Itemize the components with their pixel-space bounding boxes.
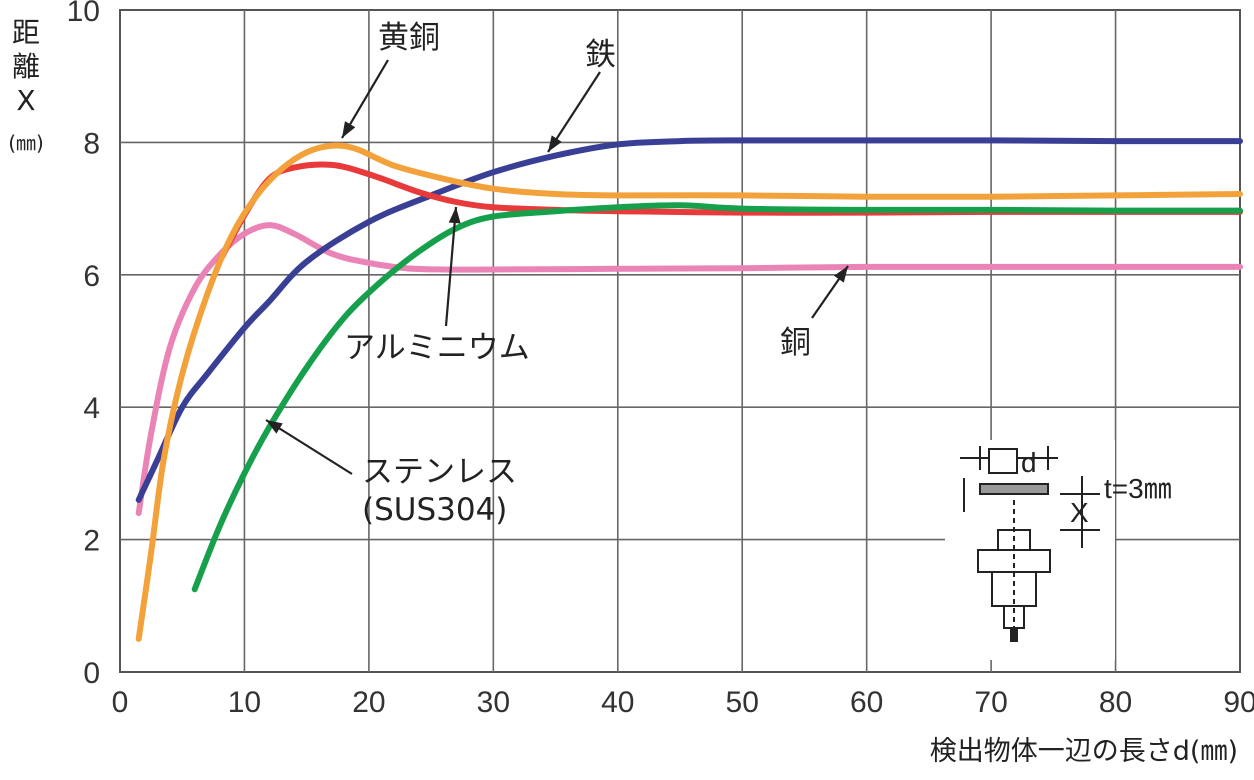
y-tick-label: 6 <box>83 260 100 293</box>
y-tick-label: 0 <box>83 657 100 690</box>
x-tick-label: 70 <box>974 686 1007 719</box>
y-axis-label-part: (㎜) <box>8 131 44 155</box>
series-layer <box>135 137 1243 642</box>
annotation-arrows <box>265 59 849 475</box>
sensor-nut <box>977 549 1051 573</box>
label-iron: 鉄 <box>585 37 616 73</box>
y-tick-label: 2 <box>83 525 100 558</box>
label-sus304: (SUS304) <box>362 492 507 528</box>
label-copper: 銅 <box>780 325 811 361</box>
y-tick-label: 8 <box>83 127 100 160</box>
arrow-aluminium-head <box>448 207 461 224</box>
y-axis-label-part: 距 <box>12 16 40 49</box>
y-tick-label: 10 <box>67 0 100 28</box>
label-aluminium: アルミニウム <box>344 330 530 366</box>
arrow-stainless-head <box>266 420 283 434</box>
arrow-stainless <box>265 419 353 475</box>
y-tick-label: 4 <box>83 392 100 425</box>
series-line <box>135 142 1243 642</box>
x-tick-label: 50 <box>726 686 759 719</box>
x-label: X <box>1070 497 1089 528</box>
series-line <box>135 137 1243 503</box>
y-axis-label-part: X <box>16 84 35 117</box>
target-plate <box>979 483 1049 495</box>
y-axis-label: 距 離 X (㎜) <box>8 16 44 155</box>
arrow-aluminium <box>444 206 458 327</box>
x-tick-label: 30 <box>477 686 510 719</box>
d-label: d <box>1021 447 1037 478</box>
square-icon <box>988 448 1018 474</box>
x-tick-label: 0 <box>112 686 129 719</box>
x-axis-label: 検出物体一辺の長さd(㎜) <box>930 736 1238 767</box>
label-stainless: ステンレス <box>362 454 517 490</box>
label-brass: 黄銅 <box>378 20 440 56</box>
arrow-iron-head <box>548 135 562 152</box>
y-axis-label-part: 離 <box>12 50 40 83</box>
series-line <box>191 202 1243 593</box>
x-tick-label: 80 <box>1099 686 1132 719</box>
x-tick-label: 90 <box>1223 686 1254 719</box>
tick-labels: 0 10 20 30 40 50 60 70 80 90 0 2 4 6 8 10 <box>67 0 1254 719</box>
plot-frame <box>119 9 1241 673</box>
x-tick-label: 40 <box>601 686 634 719</box>
x-tick-label: 20 <box>352 686 385 719</box>
t-label: t=3㎜ <box>1104 473 1172 504</box>
sensor-inset-diagram: d X t=3㎜ <box>945 440 1172 660</box>
arrow-copper-head <box>833 266 848 283</box>
series-line <box>135 222 1243 517</box>
x-tick-label: 60 <box>850 686 883 719</box>
arrow-brass-head <box>342 121 356 138</box>
x-tick-label: 10 <box>228 686 261 719</box>
